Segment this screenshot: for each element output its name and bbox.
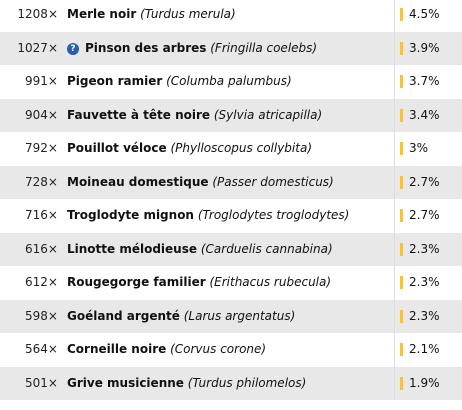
column-separator [394,31,395,65]
list-row: 792× Pouillot véloce (Phylloscopus collyb… [0,132,462,166]
share-bar [400,209,403,222]
count: 1027× [17,40,58,55]
latin-name: (Sylvia atricapilla) [213,107,323,122]
share: 2.3% [409,275,440,289]
species-name: Fauvette à tête noire [67,107,211,122]
latin-name: (Columba palumbus) [166,74,292,88]
species-name: Pinson des arbres [85,40,207,55]
species-name: Pigeon ramier [67,74,163,88]
latin-name: (Troglodytes troglodytes) [197,208,350,222]
share: 3.4% [409,107,440,122]
column-separator [394,266,395,300]
share: 3.7% [409,74,440,88]
column-separator [394,98,395,132]
count: 564× [25,342,58,356]
list-row: 716× Troglodyte mignon (Troglodytes trogl… [0,199,462,233]
list-row: 598× Goéland argenté (Larus argentatus) 2.… [0,299,462,334]
share-bar [400,376,403,390]
share: 3.9% [409,40,440,55]
count: 728× [25,174,58,189]
share: 2.1% [409,342,440,356]
latin-name: (Carduelis cannabina) [200,241,333,256]
count: 991× [25,74,58,88]
share-bar [400,309,403,323]
column-separator [394,65,395,99]
species-name: Troglodyte mignon [67,208,194,222]
list-row: 616× Linotte mélodieuse (Carduelis cannab… [0,232,462,267]
latin-name: (Phylloscopus collybita) [170,141,312,155]
species-label: Linotte mélodieuse (Carduelis cannabina) [67,233,333,267]
latin-name: (Corvus corone) [170,342,267,356]
species-label: Troglodyte mignon (Troglodytes troglodyt… [67,199,349,233]
column-separator [394,199,395,233]
species-name: Rougegorge familier [67,275,206,289]
species-name: Moineau domestique [67,174,209,189]
list-row: 1027×? Pinson des arbres (Fringilla coele… [0,31,462,66]
species-label: Goéland argenté (Larus argentatus) [67,300,295,334]
list-row: 612× Rougegorge familier (Erithacus rubec… [0,266,462,300]
share-bar [400,242,403,256]
share-bar [400,75,403,88]
share: 4.5% [409,7,440,21]
species-name: Grive musicienne [67,375,184,390]
count: 1208× [17,7,58,21]
column-separator [394,0,395,32]
share-bar [400,41,403,55]
latin-name: (Passer domesticus) [212,174,334,189]
species-name: Corneille noire [67,342,167,356]
list-row: 564× Corneille noire (Corvus corone) 2.1% [0,333,462,367]
species-label: Pigeon ramier (Columba palumbus) [67,65,292,99]
share: 2.3% [409,241,440,256]
share: 3% [409,141,429,155]
list-row: 1208× Merle noir (Turdus merula) 4.5% [0,0,462,32]
list-row: 501× Grive musicienne (Turdus philomelos)… [0,366,462,401]
share-bar [400,343,403,356]
species-label: Merle noir (Turdus merula) [67,0,236,32]
column-separator [394,232,395,266]
species-label: ? Pinson des arbres (Fringilla coelebs) [67,32,317,66]
species-label: Grive musicienne (Turdus philomelos) [67,367,306,401]
share: 2.7% [409,208,440,222]
column-separator [394,333,395,367]
count: 716× [25,208,58,222]
count: 598× [25,308,58,323]
latin-name: (Larus argentatus) [183,308,296,323]
count: 501× [25,375,58,390]
column-separator [394,165,395,199]
count: 792× [25,141,58,155]
species-label: Moineau domestique (Passer domesticus) [67,166,334,200]
species-label: Pouillot véloce (Phylloscopus collybita) [67,132,312,166]
species-name: Goéland argenté [67,308,180,323]
list-row: 728× Moineau domestique (Passer domesticu… [0,165,462,200]
count: 616× [25,241,58,256]
column-separator [394,366,395,400]
share: 2.7% [409,174,440,189]
share-bar [400,108,403,122]
count: 612× [25,275,58,289]
species-name: Pouillot véloce [67,141,167,155]
share-bar [400,175,403,189]
species-label: Rougegorge familier (Erithacus rubecula) [67,266,331,300]
share-bar [400,142,403,155]
latin-name: (Turdus merula) [140,7,236,21]
share-bar [400,276,403,289]
species-label: Fauvette à tête noire (Sylvia atricapill… [67,99,322,133]
count: 904× [25,107,58,122]
latin-name: (Turdus philomelos) [187,375,307,390]
share: 2.3% [409,308,440,323]
species-name: Merle noir [67,7,137,21]
column-separator [394,299,395,333]
help-icon[interactable]: ? [67,42,79,55]
latin-name: (Erithacus rubecula) [209,275,332,289]
list-row: 904× Fauvette à tête noire (Sylvia atrica… [0,98,462,133]
share: 1.9% [409,375,440,390]
species-name: Linotte mélodieuse [67,241,198,256]
list-row: 991× Pigeon ramier (Columba palumbus) 3.7% [0,65,462,99]
share-bar [400,8,403,21]
latin-name: (Fringilla coelebs) [210,40,318,55]
species-label: Corneille noire (Corvus corone) [67,333,266,367]
column-separator [394,132,395,166]
